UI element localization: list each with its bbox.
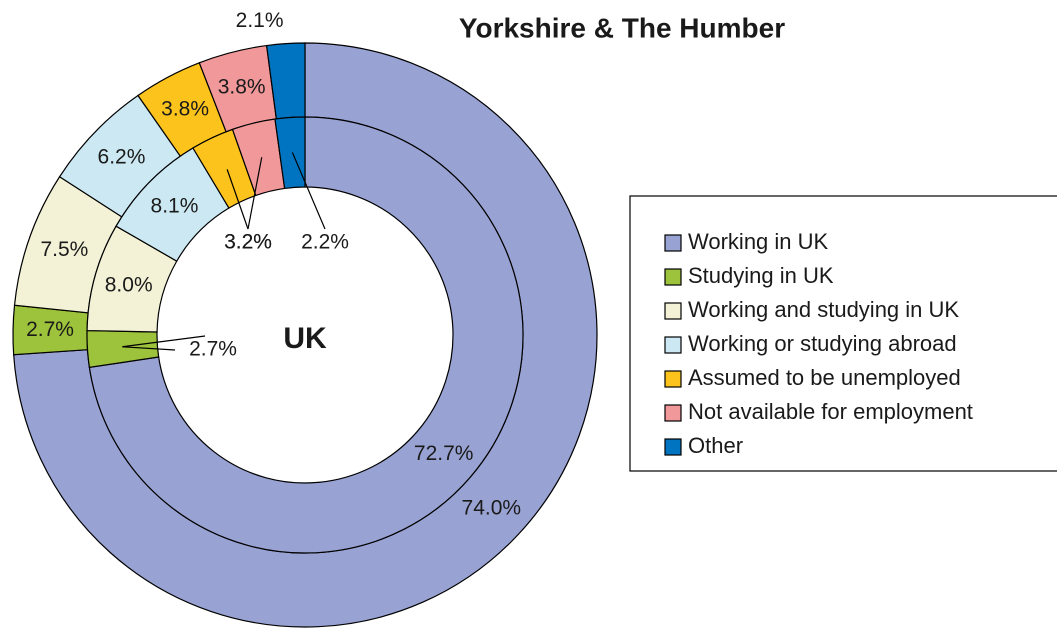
leader-line [226,169,249,230]
legend-swatch [664,302,682,320]
legend-swatch [664,268,682,286]
data-label: 7.5% [40,238,88,261]
slice [274,116,306,190]
legend-label: Not available for employment [688,399,973,424]
legend-swatch [664,404,682,422]
data-label: 2.1% [236,9,284,32]
data-label: 3.2% [224,231,272,254]
legend-swatch [664,370,682,388]
data-label: 2.7% [26,318,74,341]
slice [88,116,524,554]
leader-line [247,157,263,230]
data-label: 8.0% [105,273,153,296]
data-label: 3.8% [218,76,266,99]
legend-box [629,195,1057,472]
legend-label: Working and studying in UK [688,297,959,322]
legend-label: Assumed to be unemployed [688,365,961,390]
legend-label: Studying in UK [688,263,834,288]
legend-label: Other [688,433,743,458]
leader-line [122,335,206,348]
inner-ring-name: UK [283,322,327,355]
legend-label: Working in UK [688,229,829,254]
data-label: 6.2% [98,146,146,169]
data-label: 72.7% [414,442,474,465]
data-label: 2.7% [189,338,237,361]
leader-line [122,346,176,351]
data-label: 8.1% [151,194,199,217]
data-label: 3.8% [161,98,209,121]
legend-label: Working or studying abroad [688,331,957,356]
legend-swatch [664,438,682,456]
data-label: 74.0% [462,497,522,520]
leader-line [291,152,326,230]
data-label: 3.2% [224,231,272,254]
legend-swatch [664,336,682,354]
legend-swatch [664,234,682,252]
data-label: 2.2% [301,231,349,254]
chart-title: Yorkshire & The Humber [459,12,785,43]
